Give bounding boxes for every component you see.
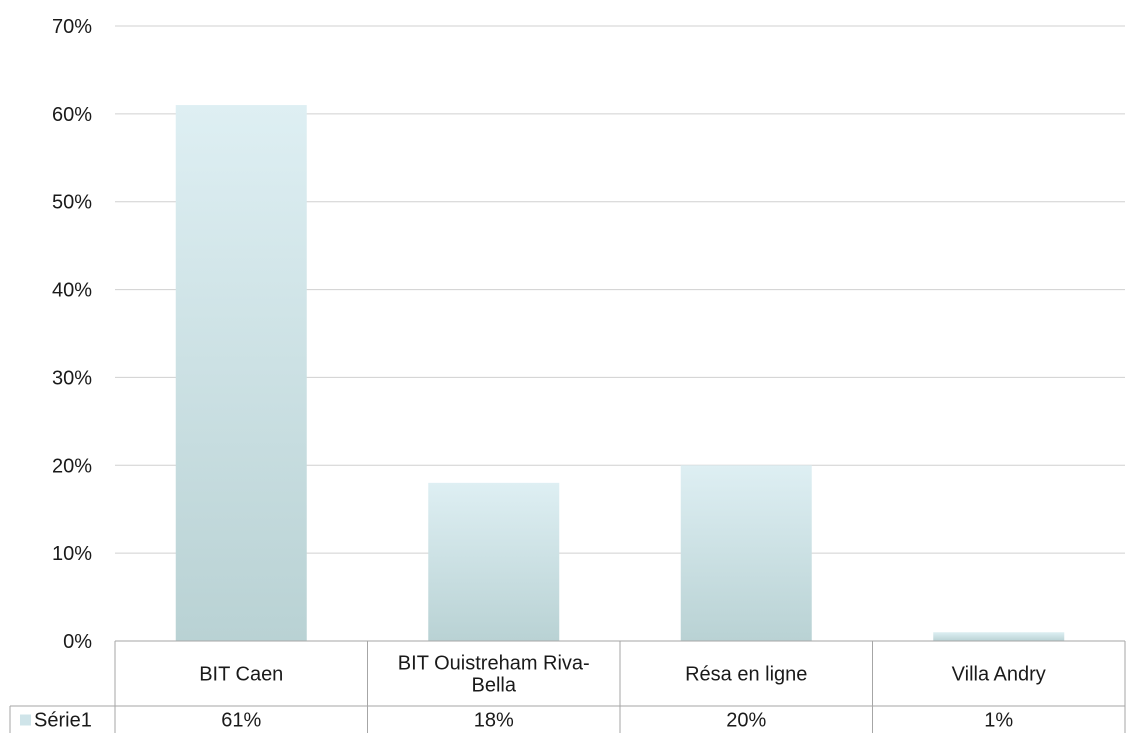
y-tick-label: 20% [52, 455, 92, 477]
y-tick-label: 70% [52, 16, 92, 38]
category-label: Bella [472, 675, 517, 697]
y-axis-ticks: 0% 10% 20% 30% 40% 50% 60% 70% [52, 16, 92, 653]
y-tick-label: 60% [52, 104, 92, 126]
y-tick-label: 30% [52, 367, 92, 389]
bar [680, 465, 812, 641]
data-value-label: 18% [474, 710, 514, 732]
category-label: Villa Andry [952, 664, 1046, 686]
category-label: BIT Caen [199, 664, 283, 686]
data-table: BIT Caen BIT Ouistreham Riva-Bella Résa en… [9, 640, 1126, 733]
legend-key-icon [20, 714, 31, 726]
data-value-label: 20% [726, 710, 766, 732]
data-value-label: 1% [984, 710, 1013, 732]
y-tick-label: 40% [52, 280, 92, 302]
bar [175, 105, 307, 642]
y-tick-label: 0% [63, 631, 92, 653]
category-label: Résa en ligne [685, 664, 807, 686]
y-tick-label: 50% [52, 192, 92, 214]
legend-label: Série1 [34, 710, 92, 732]
bar [933, 632, 1065, 641]
bar [428, 482, 560, 641]
data-value-label: 61% [221, 710, 261, 732]
y-tick-label: 10% [52, 543, 92, 565]
bars [175, 105, 1065, 642]
category-label: BIT Ouistreham Riva- [398, 653, 590, 675]
